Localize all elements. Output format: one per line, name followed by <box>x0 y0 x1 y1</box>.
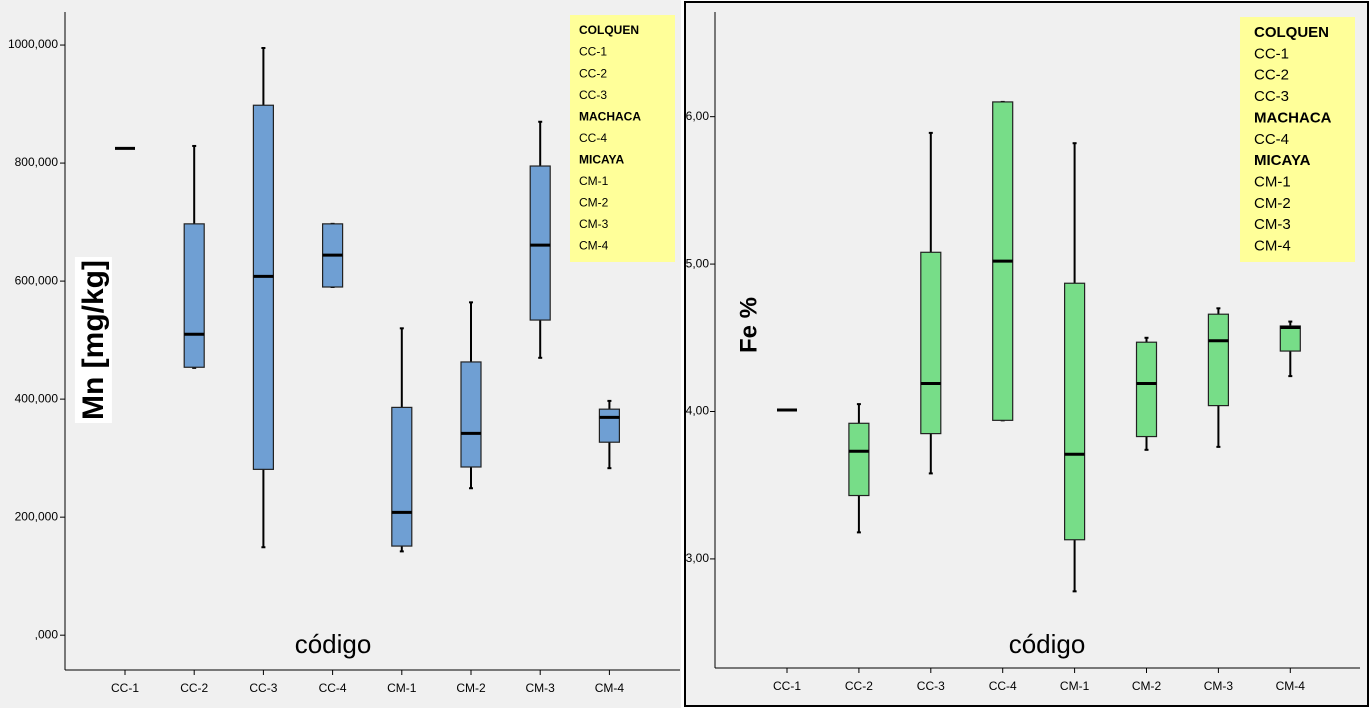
legend-entry: MICAYA <box>1254 152 1311 169</box>
legend-entry: CC-4 <box>579 131 607 145</box>
y-tick-label: 400,000 <box>15 391 59 405</box>
x-tick-label: CM-2 <box>456 681 486 695</box>
legend-entry: CC-1 <box>1254 45 1289 62</box>
x-axis-label: código <box>1009 629 1086 659</box>
legend-entry: CM-1 <box>579 174 609 188</box>
x-tick-label: CC-1 <box>111 681 139 695</box>
box <box>391 406 413 547</box>
legend-entry: CC-1 <box>579 45 607 59</box>
y-axis-label: Mn [mg/kg] <box>77 260 110 420</box>
box <box>1135 341 1158 438</box>
box <box>848 422 870 497</box>
x-tick-label: CM-4 <box>595 681 625 695</box>
box <box>183 223 205 368</box>
y-tick-label: ,000 <box>35 627 59 641</box>
x-tick-label: CC-1 <box>773 679 801 693</box>
legend-entry: COLQUEN <box>1254 24 1329 41</box>
x-tick-label: CC-2 <box>180 681 208 695</box>
legend-entry: MICAYA <box>579 152 624 166</box>
x-tick-label: CC-4 <box>319 681 347 695</box>
panel-left <box>0 0 681 708</box>
legend-entry: CC-2 <box>579 66 607 80</box>
y-tick-label: 3,00 <box>686 551 710 565</box>
legend-entry: CM-4 <box>1254 238 1291 255</box>
legend-entry: CM-4 <box>579 239 609 253</box>
box <box>1279 325 1301 352</box>
x-tick-label: CC-4 <box>989 679 1017 693</box>
y-tick-label: 600,000 <box>15 273 59 287</box>
x-axis-label: código <box>295 629 372 659</box>
x-tick-label: CM-1 <box>1060 679 1090 693</box>
box <box>1063 282 1086 541</box>
legend-entry: CM-2 <box>1254 195 1291 212</box>
legend-entry: CC-4 <box>1254 131 1289 148</box>
x-tick-label: CC-3 <box>249 681 277 695</box>
box <box>598 408 621 443</box>
legend-entry: CM-3 <box>1254 216 1291 233</box>
y-tick-label: 200,000 <box>15 509 59 523</box>
box <box>460 361 482 468</box>
legend-box <box>570 15 675 262</box>
x-tick-label: CC-2 <box>845 679 873 693</box>
y-axis-label: Fe % <box>735 297 762 353</box>
legend-entry: CM-2 <box>579 196 609 210</box>
x-tick-label: CM-3 <box>1204 679 1234 693</box>
legend-entry: COLQUEN <box>579 23 639 37</box>
legend-entry: MACHACA <box>579 109 641 123</box>
y-axis-label-bg <box>74 257 112 423</box>
box <box>920 251 942 435</box>
x-tick-label: CC-3 <box>917 679 945 693</box>
y-tick-label: 1000,000 <box>8 37 58 51</box>
legend-entry: CC-3 <box>1254 88 1289 105</box>
legend-entry: CM-1 <box>1254 174 1291 191</box>
x-tick-label: CM-1 <box>387 681 417 695</box>
legend-entry: CC-3 <box>579 88 607 102</box>
y-tick-label: 4,00 <box>686 404 710 418</box>
legend-entry: CC-2 <box>1254 67 1289 84</box>
y-tick-label: 5,00 <box>686 256 710 270</box>
y-tick-label: 800,000 <box>15 155 59 169</box>
legend-entry: CM-3 <box>579 217 609 231</box>
box <box>252 104 274 470</box>
box <box>1207 313 1230 407</box>
x-tick-label: CM-2 <box>1132 679 1162 693</box>
y-tick-label: 6,00 <box>686 109 710 123</box>
box <box>529 165 551 321</box>
x-tick-label: CM-4 <box>1276 679 1306 693</box>
legend-box <box>1240 17 1355 262</box>
legend-entry: MACHACA <box>1254 109 1332 126</box>
x-tick-label: CM-3 <box>526 681 556 695</box>
